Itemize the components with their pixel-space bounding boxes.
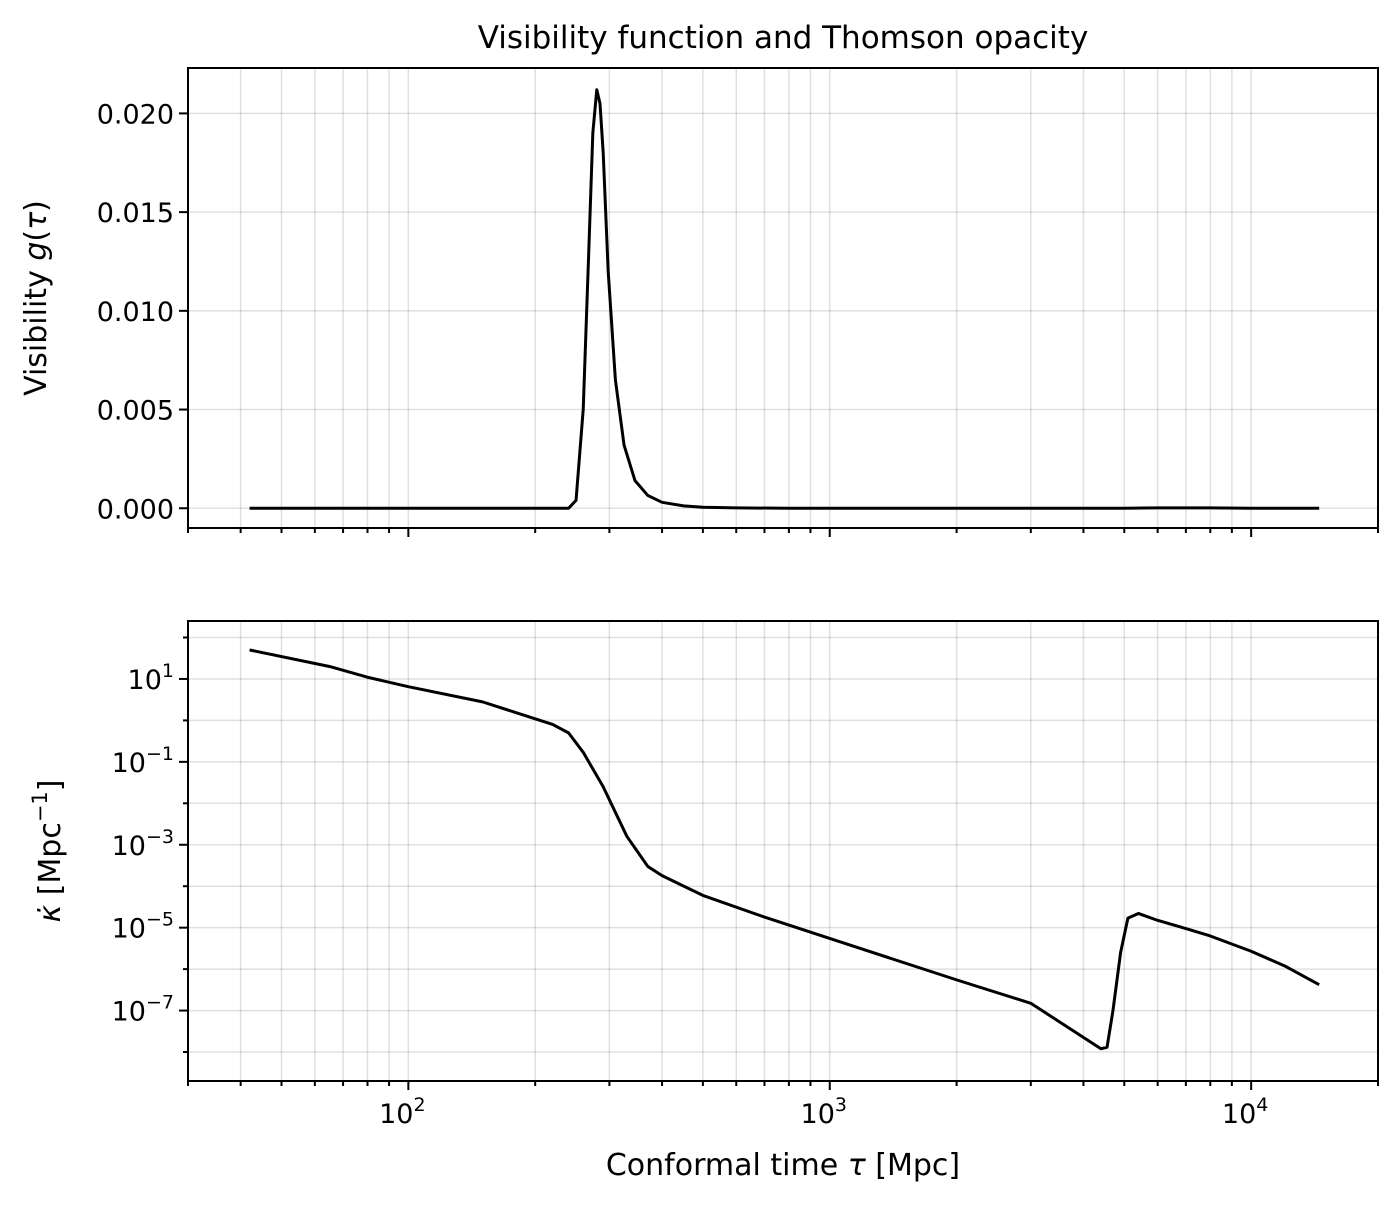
y-tick-label: 10−5 xyxy=(112,909,174,945)
y-tick-label: 101 xyxy=(128,660,174,696)
opacity-y-axis-label: κ̇ [Mpc−1] xyxy=(28,779,68,922)
x-tick-label: 103 xyxy=(801,1094,847,1130)
chart-title: Visibility function and Thomson opacity xyxy=(478,20,1089,56)
opacity-grid xyxy=(187,621,1379,1081)
x-axis-label: Conformal time τ [Mpc] xyxy=(606,1148,960,1183)
opacity-axes-frame xyxy=(187,620,1379,1082)
x-tick-label: 104 xyxy=(1222,1094,1268,1130)
visibility-panel: 0.000 0.005 0.010 0.015 0.020 Visibility g(τ… xyxy=(19,67,1379,537)
y-tick-label: 0.010 xyxy=(97,297,174,328)
x-tick-label: 102 xyxy=(379,1094,425,1130)
y-tick-label: 10−7 xyxy=(112,992,174,1028)
opacity-curve xyxy=(249,648,1320,1051)
visibility-ticks: 0.000 0.005 0.010 0.015 0.020 xyxy=(97,99,1379,537)
visibility-y-axis-label: Visibility g(τ) xyxy=(19,200,54,396)
opacity-ticks: 101 10−1 10−3 10−5 10−7 102 103 104 xyxy=(112,636,1379,1130)
visibility-axes-frame xyxy=(187,67,1379,529)
visibility-grid xyxy=(187,68,1379,528)
y-tick-label: 0.020 xyxy=(97,99,174,130)
visibility-curve xyxy=(249,88,1320,510)
y-tick-label: 10−1 xyxy=(112,743,174,779)
y-tick-label: 10−3 xyxy=(112,826,174,862)
y-tick-label: 0.005 xyxy=(97,396,174,427)
y-tick-label: 0.015 xyxy=(97,198,174,229)
y-tick-label: 0.000 xyxy=(97,494,174,525)
